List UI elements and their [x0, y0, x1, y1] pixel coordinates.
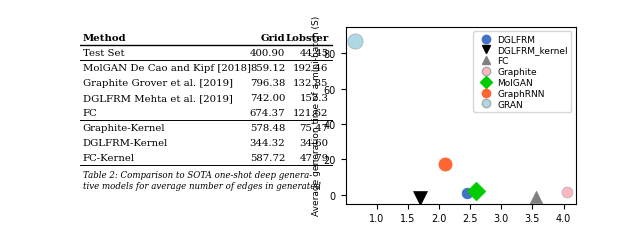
Point	[415, 196, 426, 199]
Text: Method: Method	[83, 34, 126, 43]
Text: 742.00: 742.00	[250, 94, 285, 103]
Point	[350, 40, 360, 44]
Text: 859.12: 859.12	[250, 64, 285, 73]
Text: 132.85: 132.85	[293, 79, 328, 88]
Text: FC-Kernel: FC-Kernel	[83, 153, 134, 162]
Point	[440, 162, 451, 166]
Text: 578.48: 578.48	[250, 124, 285, 133]
Text: Table 2: Comparison to SOTA one-shot deep genera-
tive models for average number: Table 2: Comparison to SOTA one-shot dee…	[83, 171, 321, 190]
Text: Grid: Grid	[260, 34, 285, 43]
Text: MolGAN De Cao and Kipf [2018]: MolGAN De Cao and Kipf [2018]	[83, 64, 250, 73]
Text: 344.32: 344.32	[250, 139, 285, 147]
Text: 75.47: 75.47	[300, 124, 328, 133]
Text: Graphite Grover et al. [2019]: Graphite Grover et al. [2019]	[83, 79, 232, 88]
Point	[531, 195, 541, 199]
Text: 34.60: 34.60	[300, 139, 328, 147]
Text: DGLFRM-Kernel: DGLFRM-Kernel	[83, 139, 168, 147]
Text: 47.79: 47.79	[300, 153, 328, 162]
Text: 674.37: 674.37	[250, 109, 285, 118]
Text: 121.62: 121.62	[293, 109, 328, 118]
Text: FC: FC	[83, 109, 97, 118]
Text: 587.72: 587.72	[250, 153, 285, 162]
Text: Test Set: Test Set	[83, 49, 124, 58]
Text: 152.3: 152.3	[300, 94, 328, 103]
Text: Graphite-Kernel: Graphite-Kernel	[83, 124, 165, 133]
Text: DGLFRM Mehta et al. [2019]: DGLFRM Mehta et al. [2019]	[83, 94, 232, 103]
Point	[471, 190, 481, 193]
Legend: DGLFRM, DGLFRM_kernel, FC, Graphite, MolGAN, GraphRNN, GRAN: DGLFRM, DGLFRM_kernel, FC, Graphite, Mol…	[473, 32, 572, 113]
Point	[561, 191, 572, 194]
Text: 192.46: 192.46	[293, 64, 328, 73]
Text: 796.38: 796.38	[250, 79, 285, 88]
Text: 400.90: 400.90	[250, 49, 285, 58]
Y-axis label: Average generation time of a mini-batch (S): Average generation time of a mini-batch …	[312, 16, 321, 215]
Text: 44.45: 44.45	[300, 49, 328, 58]
Point	[462, 191, 472, 195]
Text: Lobster: Lobster	[285, 34, 328, 43]
